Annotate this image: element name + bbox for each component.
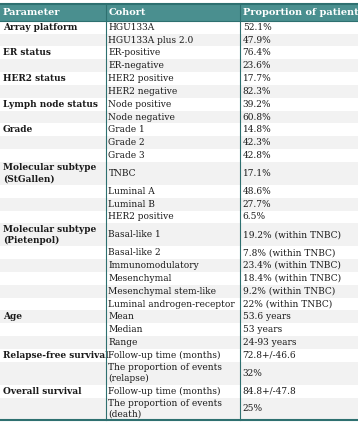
Text: 25%: 25% [243,405,263,414]
Text: Molecular subtype
(Pietenpol): Molecular subtype (Pietenpol) [3,225,96,245]
Bar [0,136,358,149]
Text: 32%: 32% [243,369,263,378]
Bar [0,124,358,136]
Text: 48.6%: 48.6% [243,187,271,196]
Bar [0,362,358,385]
Text: HER2 positive: HER2 positive [108,212,174,221]
Text: HGU133A: HGU133A [108,23,155,32]
Bar [0,149,358,162]
Text: 23.4% (within TNBC): 23.4% (within TNBC) [243,261,340,270]
Bar [0,224,358,246]
Text: 39.2%: 39.2% [243,100,271,109]
Text: Mesenchymal stem-like: Mesenchymal stem-like [108,287,217,296]
Bar [0,46,358,59]
Text: 22% (within TNBC): 22% (within TNBC) [243,299,332,308]
Bar [0,211,358,224]
Bar [0,21,358,33]
Text: Follow-up time (months): Follow-up time (months) [108,387,221,396]
Text: 23.6%: 23.6% [243,61,271,70]
Text: Mesenchymal: Mesenchymal [108,274,172,283]
Text: HGU133A plus 2.0: HGU133A plus 2.0 [108,36,194,45]
Text: The proportion of events
(death): The proportion of events (death) [108,399,222,419]
Text: Basal-like 1: Basal-like 1 [108,230,161,239]
Text: Grade: Grade [3,125,33,134]
Text: 53 years: 53 years [243,325,282,334]
Bar [0,349,358,362]
Text: 17.1%: 17.1% [243,169,271,178]
Text: Range: Range [108,338,138,347]
Bar [0,398,358,420]
Text: Luminal A: Luminal A [108,187,155,196]
Text: 60.8%: 60.8% [243,112,271,121]
Text: 42.3%: 42.3% [243,138,271,147]
Text: 72.8+/-46.6: 72.8+/-46.6 [243,351,296,360]
Bar [0,311,358,323]
Text: Grade 2: Grade 2 [108,138,145,147]
Text: Mean: Mean [108,312,134,321]
Text: 27.7%: 27.7% [243,199,271,208]
Text: Age: Age [3,312,22,321]
Text: 52.1%: 52.1% [243,23,271,32]
Bar [0,72,358,85]
Text: ER-negative: ER-negative [108,61,164,70]
Bar [0,98,358,111]
Bar [0,259,358,272]
Text: 82.3%: 82.3% [243,87,271,96]
Bar [0,246,358,259]
Text: Follow-up time (months): Follow-up time (months) [108,351,221,360]
Text: TNBC: TNBC [108,169,136,178]
Bar [0,198,358,211]
Text: 9.2% (within TNBC): 9.2% (within TNBC) [243,287,335,296]
Text: 6.5%: 6.5% [243,212,266,221]
Text: Luminal androgen-receptor: Luminal androgen-receptor [108,299,235,308]
Text: HER2 positive: HER2 positive [108,74,174,83]
Bar [0,85,358,98]
Bar [0,4,358,21]
Bar [0,33,358,46]
Text: 17.7%: 17.7% [243,74,271,83]
Bar [0,285,358,298]
Text: 14.8%: 14.8% [243,125,271,134]
Text: Molecular subtype
(StGallen): Molecular subtype (StGallen) [3,163,96,184]
Text: Grade 3: Grade 3 [108,151,145,160]
Text: 18.4% (within TNBC): 18.4% (within TNBC) [243,274,341,283]
Text: Median: Median [108,325,143,334]
Bar [0,272,358,285]
Text: Cohort: Cohort [108,8,146,17]
Text: HER2 status: HER2 status [3,74,66,83]
Text: Node positive: Node positive [108,100,172,109]
Text: ER-positive: ER-positive [108,48,161,57]
Text: 47.9%: 47.9% [243,36,271,45]
Text: 24-93 years: 24-93 years [243,338,296,347]
Bar [0,298,358,311]
Text: 84.8+/-47.8: 84.8+/-47.8 [243,387,296,396]
Text: 19.2% (within TNBC): 19.2% (within TNBC) [243,230,341,239]
Text: 7.8% (within TNBC): 7.8% (within TNBC) [243,248,335,257]
Bar [0,323,358,336]
Text: Grade 1: Grade 1 [108,125,145,134]
Text: Basal-like 2: Basal-like 2 [108,248,161,257]
Text: HER2 negative: HER2 negative [108,87,178,96]
Text: ER status: ER status [3,48,51,57]
Text: 53.6 years: 53.6 years [243,312,291,321]
Text: Array platform: Array platform [3,23,77,32]
Bar [0,385,358,398]
Text: Immunomodulatory: Immunomodulatory [108,261,199,270]
Text: Node negative: Node negative [108,112,175,121]
Text: Parameter: Parameter [3,8,61,17]
Bar [0,185,358,198]
Bar [0,111,358,124]
Bar [0,59,358,72]
Bar [0,162,358,185]
Text: Luminal B: Luminal B [108,199,155,208]
Text: 42.8%: 42.8% [243,151,271,160]
Text: Relapse-free survival: Relapse-free survival [3,351,108,360]
Text: Overall survival: Overall survival [3,387,81,396]
Text: Lymph node status: Lymph node status [3,100,98,109]
Bar [0,336,358,349]
Text: 76.4%: 76.4% [243,48,271,57]
Text: The proportion of events
(relapse): The proportion of events (relapse) [108,363,222,384]
Text: Proportion of patients: Proportion of patients [243,8,358,17]
